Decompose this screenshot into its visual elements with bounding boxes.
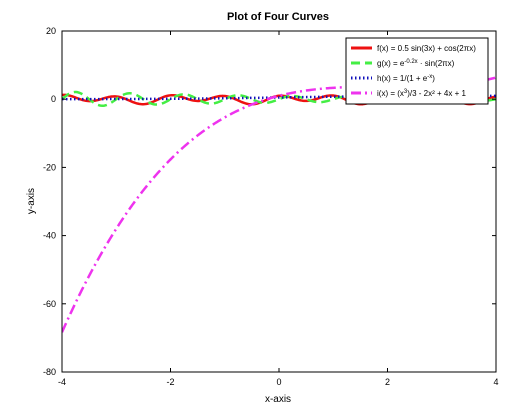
- x-axis-label: x-axis: [265, 394, 291, 405]
- series-line-3: [62, 94, 496, 101]
- legend-label-3: h(x) = 1/(1 + e-x): [377, 74, 435, 83]
- y-axis-label: y-axis: [26, 188, 37, 214]
- y-tick-label: -40: [43, 231, 56, 241]
- x-tick-label: 4: [493, 377, 498, 387]
- legend-label-4: i(x) = (x3)/3 - 2x² + 4x + 1: [377, 89, 466, 98]
- chart-title: Plot of Four Curves: [227, 11, 329, 23]
- legend-label-2: g(x) = e-0.2x · sin(2πx): [377, 59, 455, 68]
- legend: f(x) = 0.5 sin(3x) + cos(2πx) g(x) = e-0.…: [345, 37, 489, 105]
- y-tick-label: 0: [51, 94, 56, 104]
- x-tick-label: 0: [276, 377, 281, 387]
- x-tick-label: 2: [385, 377, 390, 387]
- y-tick-label: 20: [46, 26, 56, 36]
- x-tick-label: -2: [166, 377, 174, 387]
- series-layer: [62, 76, 496, 333]
- legend-label-1: f(x) = 0.5 sin(3x) + cos(2πx): [377, 44, 476, 53]
- y-tick-label: -20: [43, 162, 56, 172]
- x-tick-label: -4: [58, 377, 66, 387]
- y-tick-label: -60: [43, 299, 56, 309]
- y-tick-label: -80: [43, 367, 56, 377]
- series-line-4: [62, 76, 496, 333]
